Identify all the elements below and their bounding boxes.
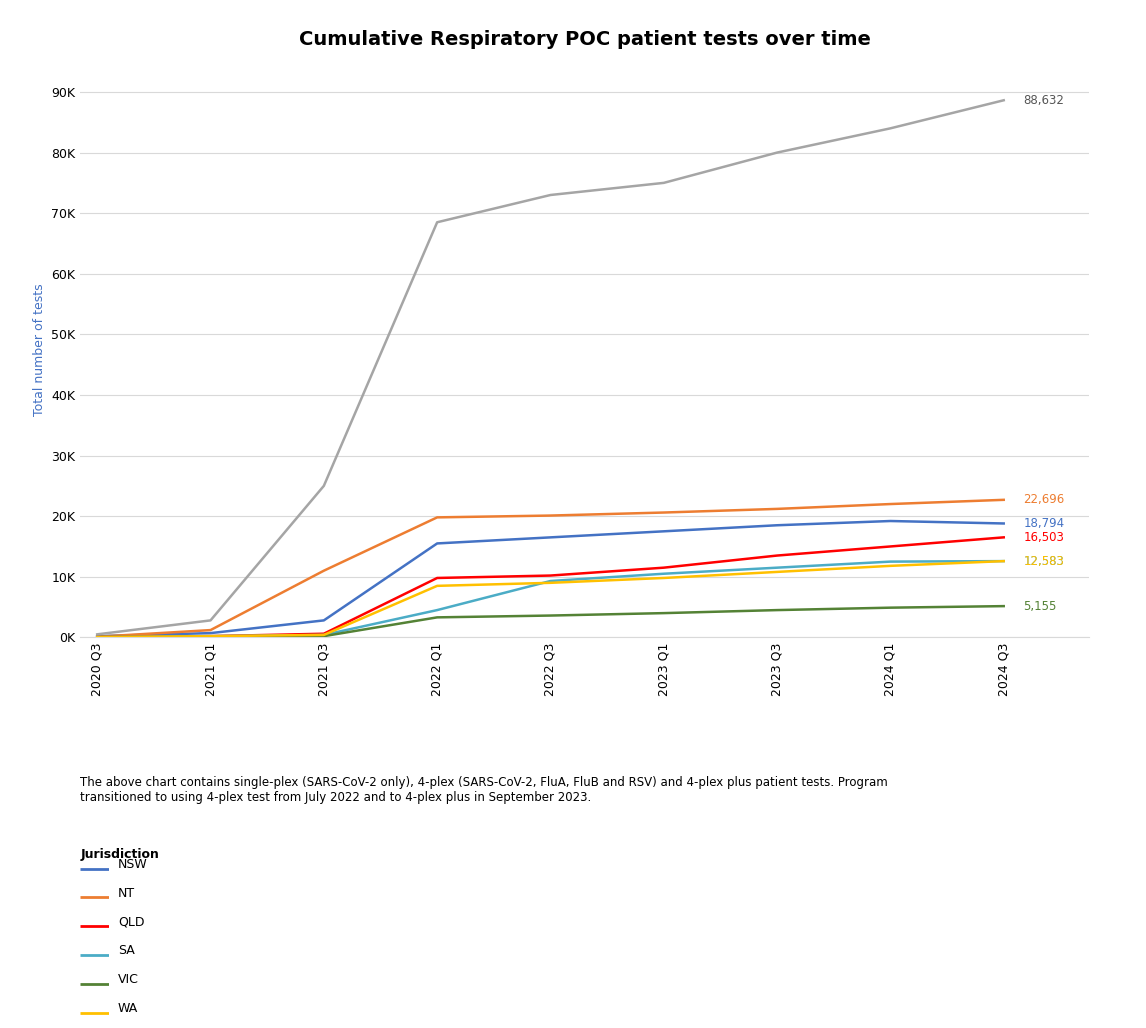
Text: NT: NT <box>118 887 135 900</box>
Text: 5,155: 5,155 <box>1023 599 1057 613</box>
Text: 88,632: 88,632 <box>1023 94 1065 107</box>
Text: The above chart contains single-plex (SARS-CoV-2 only), 4-plex (SARS-CoV-2, FluA: The above chart contains single-plex (SA… <box>80 776 888 804</box>
Text: VIC: VIC <box>118 974 139 986</box>
Text: WA: WA <box>118 1002 139 1015</box>
Text: NSW: NSW <box>118 858 148 871</box>
Text: 12,583: 12,583 <box>1023 555 1065 567</box>
Y-axis label: Total number of tests: Total number of tests <box>33 283 46 416</box>
Text: 12,583: 12,583 <box>1023 555 1065 567</box>
Text: 18,794: 18,794 <box>1023 517 1065 530</box>
Text: 22,696: 22,696 <box>1023 493 1065 507</box>
Text: Jurisdiction: Jurisdiction <box>80 848 159 861</box>
Text: 16,503: 16,503 <box>1023 530 1065 544</box>
Text: SA: SA <box>118 945 135 957</box>
Title: Cumulative Respiratory POC patient tests over time: Cumulative Respiratory POC patient tests… <box>298 30 871 49</box>
Text: QLD: QLD <box>118 916 144 928</box>
